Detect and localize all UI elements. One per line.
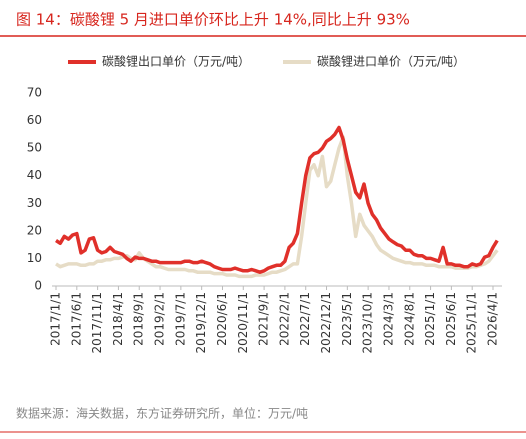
x-tick-label: 2017/6/1 <box>69 292 83 346</box>
legend-label: 碳酸锂出口单价（万元/吨） <box>102 54 250 69</box>
x-tick-label: 2018/9/1 <box>132 292 146 346</box>
x-tick-label: 2025/6/1 <box>444 292 458 346</box>
x-tick-label: 2020/11/1 <box>236 292 250 354</box>
y-tick-label: 40 <box>27 168 42 182</box>
series-line <box>55 125 499 274</box>
x-tick-label: 2019/7/1 <box>173 292 187 346</box>
x-tick-label: 2022/2/1 <box>277 292 291 346</box>
x-tick-label: 2024/3/1 <box>381 292 395 346</box>
x-tick-label: 2017/11/1 <box>90 292 104 354</box>
y-tick-label: 50 <box>27 141 42 155</box>
source-note: 数据来源：海关数据，东方证券研究所，单位：万元/吨 <box>16 406 308 421</box>
x-tick-label: 2020/6/1 <box>215 292 229 346</box>
y-tick-label: 60 <box>27 113 42 127</box>
y-tick-label: 20 <box>27 223 42 237</box>
x-tick-label: 2022/7/1 <box>298 292 312 346</box>
x-tick-label: 2024/8/1 <box>402 292 416 346</box>
y-tick-label: 0 <box>34 279 42 293</box>
x-tick-label: 2023/5/1 <box>340 292 354 346</box>
y-tick-label: 10 <box>27 251 42 265</box>
series-line <box>55 135 499 279</box>
x-tick-label: 2018/4/1 <box>111 292 125 346</box>
x-tick-label: 2021/9/1 <box>257 292 271 346</box>
x-tick-label: 2017/1/1 <box>49 292 63 346</box>
legend-label: 碳酸锂进口单价（万元/吨） <box>317 54 465 69</box>
x-tick-label: 2019/12/1 <box>194 292 208 354</box>
x-tick-label: 2026/4/1 <box>486 292 500 346</box>
x-tick-label: 2022/12/1 <box>319 292 333 354</box>
y-tick-label: 70 <box>27 86 42 100</box>
x-tick-label: 2025/11/1 <box>465 292 479 354</box>
y-tick-label: 30 <box>27 196 42 210</box>
x-tick-label: 2023/10/1 <box>361 292 375 354</box>
chart-title: 图 14：碳酸锂 5 月进口单价环比上升 14%,同比上升 93% <box>16 11 410 29</box>
x-tick-label: 2025/1/1 <box>423 292 437 346</box>
x-tick-label: 2019/2/1 <box>153 292 167 346</box>
